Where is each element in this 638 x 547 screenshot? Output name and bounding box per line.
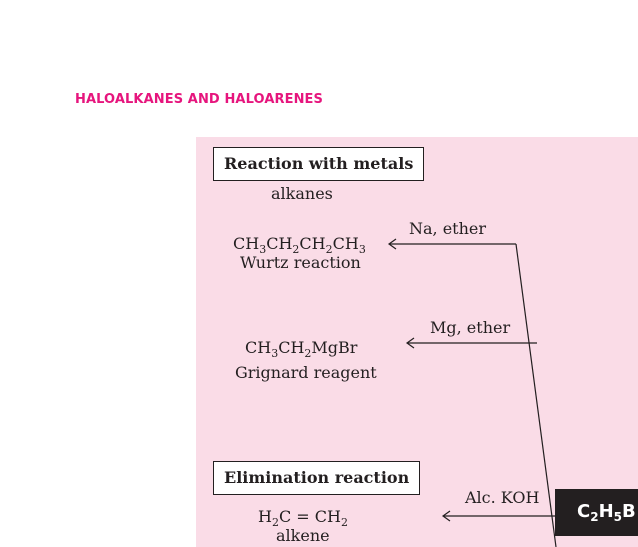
arrowhead-grignard: [405, 337, 415, 349]
arrowhead-wurtz: [387, 238, 397, 250]
formula-wurtz: CH3CH2CH2CH3: [233, 234, 366, 256]
name-alkene: alkene: [276, 526, 330, 545]
name-grignard: Grignard reagent: [235, 363, 377, 382]
reagent-wurtz: Na, ether: [409, 219, 487, 238]
arrowhead-elimination: [441, 510, 451, 522]
compound-box: C2H5B: [555, 489, 638, 536]
reagent-elimination: Alc. KOH: [465, 488, 540, 507]
trunk-line: [515, 243, 557, 547]
chapter-title: HALOALKANES AND HALOARENES: [75, 92, 323, 107]
section-category-alkanes: alkanes: [271, 184, 333, 203]
section-title-metals: Reaction with metals: [213, 147, 425, 181]
reagent-grignard: Mg, ether: [430, 318, 511, 337]
name-wurtz: Wurtz reaction: [240, 253, 361, 272]
section-title-elimination: Elimination reaction: [213, 461, 421, 495]
formula-alkene: H2C = CH2: [258, 507, 348, 529]
formula-grignard: CH3CH2MgBr: [245, 338, 358, 360]
